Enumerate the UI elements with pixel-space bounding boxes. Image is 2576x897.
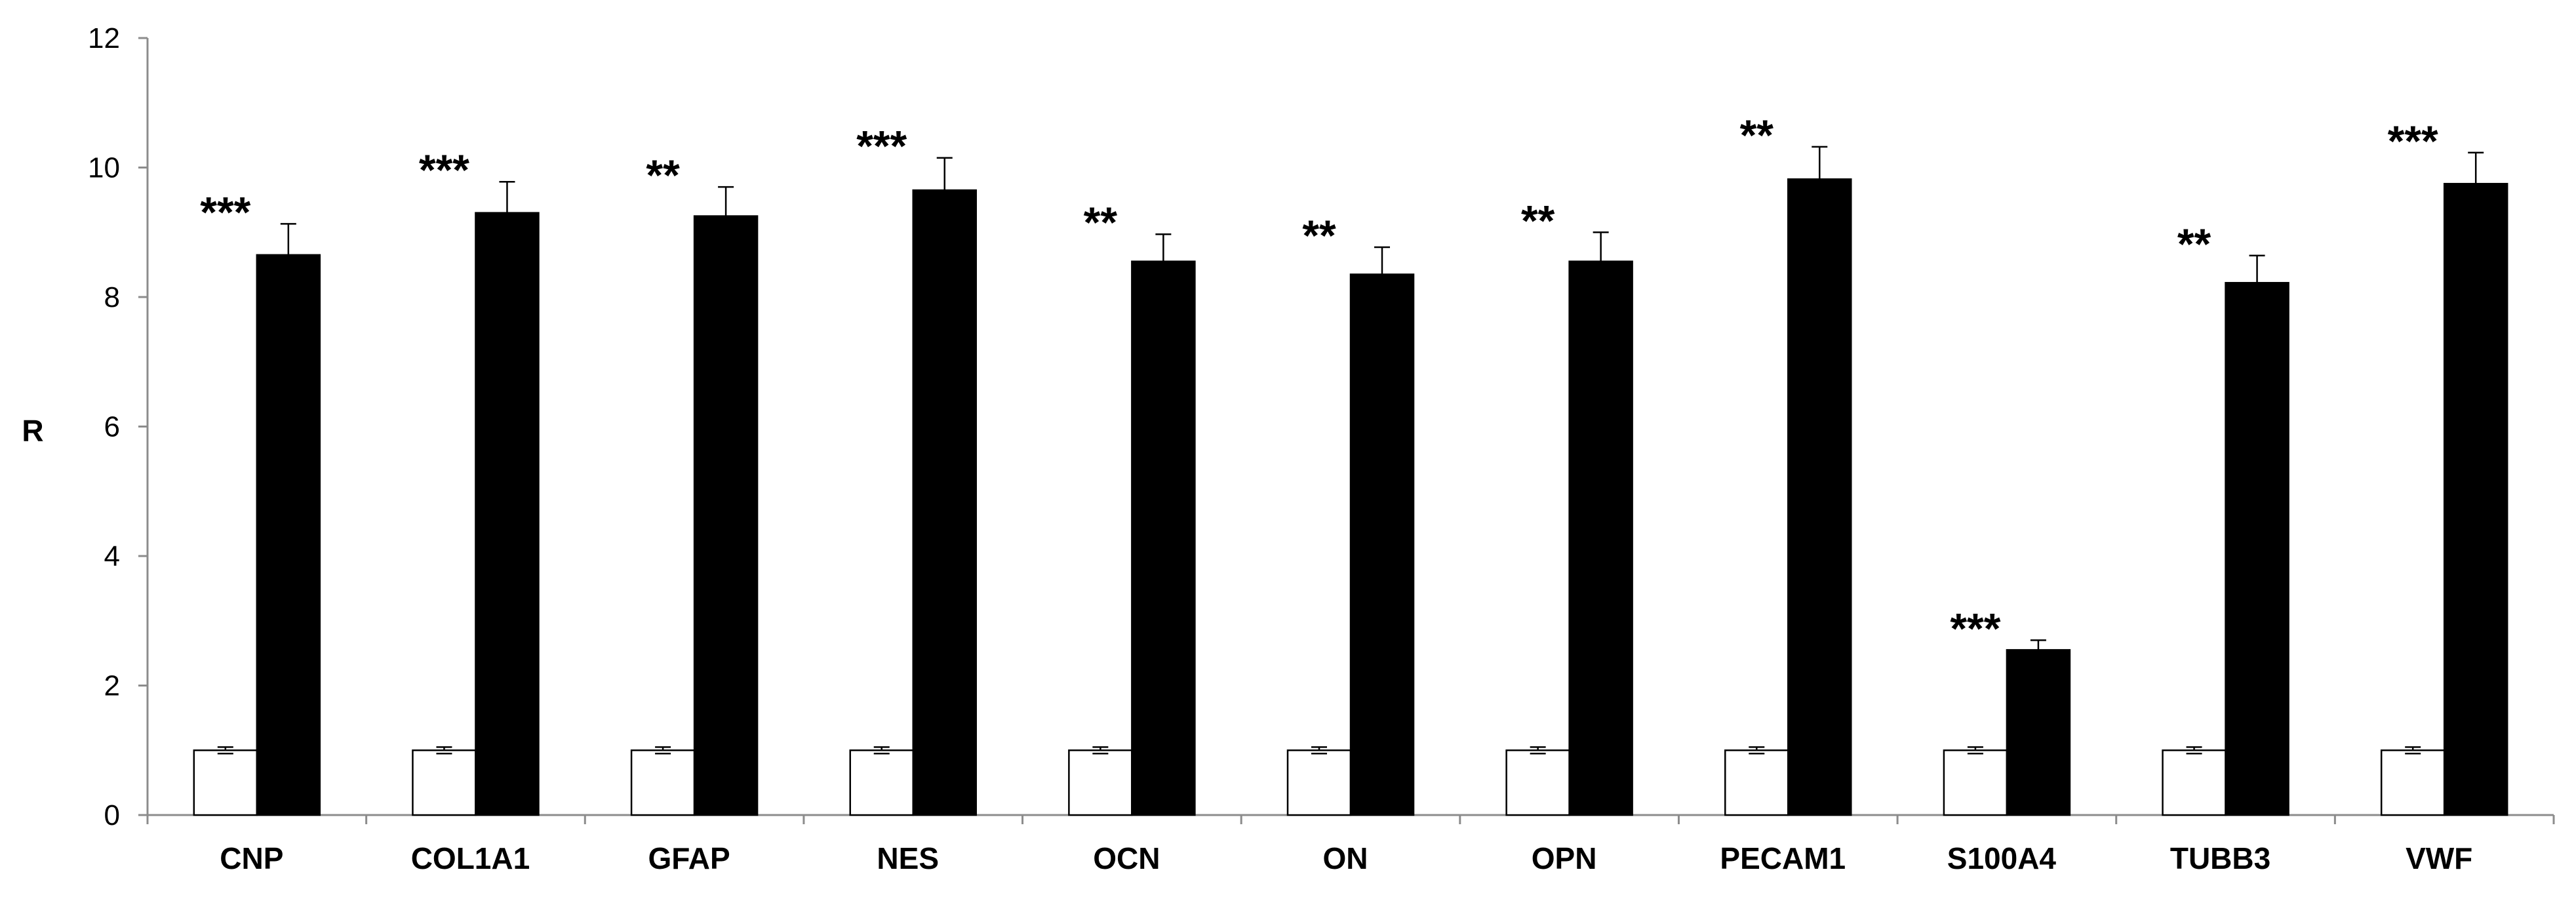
y-tick-label: 6 bbox=[104, 411, 120, 443]
y-tick-label: 12 bbox=[88, 22, 120, 54]
bar-control bbox=[630, 749, 696, 816]
bar-treated bbox=[2225, 282, 2289, 816]
bar-control bbox=[1286, 749, 1352, 816]
bars bbox=[193, 146, 2508, 816]
bar-treated bbox=[1568, 260, 1633, 816]
bar-treated bbox=[1787, 178, 1852, 816]
significance-label: ** bbox=[1521, 196, 1555, 245]
labels: 0 2 4 6 8 10 12 R *** CNP *** COL1A1 ** GFAP *** NES ** O… bbox=[22, 22, 2472, 875]
bar-treated bbox=[1349, 273, 1415, 816]
bar-treated bbox=[2006, 648, 2071, 816]
bar-treated bbox=[693, 215, 759, 816]
category-label: OCN bbox=[1093, 841, 1160, 875]
significance-label: *** bbox=[856, 122, 907, 170]
significance-label: *** bbox=[200, 188, 250, 236]
bar-treated bbox=[475, 212, 540, 816]
bar-control bbox=[1505, 749, 1570, 816]
bar-control bbox=[2380, 749, 2446, 816]
bar-control bbox=[412, 749, 477, 816]
category-label: S100A4 bbox=[1947, 841, 2057, 875]
bar-control bbox=[1724, 749, 1789, 816]
bar-treated bbox=[1131, 260, 1196, 816]
category-label: NES bbox=[877, 841, 939, 875]
significance-label: *** bbox=[419, 146, 469, 194]
bar-treated bbox=[912, 189, 977, 816]
y-tick-label: 8 bbox=[104, 281, 120, 313]
significance-label: *** bbox=[1950, 604, 2000, 652]
category-label: COL1A1 bbox=[411, 841, 530, 875]
category-label: GFAP bbox=[648, 841, 730, 875]
significance-label: ** bbox=[1302, 211, 1336, 260]
category-label: CNP bbox=[220, 841, 283, 875]
y-tick-label: 10 bbox=[88, 152, 120, 184]
bar-control bbox=[1068, 749, 1133, 816]
category-label: TUBB3 bbox=[2170, 841, 2270, 875]
category-label: VWF bbox=[2406, 841, 2472, 875]
bar-treated bbox=[256, 254, 321, 816]
y-tick-label: 0 bbox=[104, 799, 120, 831]
significance-label: *** bbox=[2388, 117, 2438, 165]
category-label: ON bbox=[1323, 841, 1368, 875]
category-label: OPN bbox=[1532, 841, 1597, 875]
significance-label: ** bbox=[2177, 220, 2211, 268]
y-axis-label: R bbox=[22, 414, 43, 448]
significance-label: ** bbox=[1740, 111, 1774, 159]
bar-treated bbox=[2443, 182, 2508, 816]
y-tick-label: 4 bbox=[104, 540, 120, 572]
significance-label: ** bbox=[646, 151, 680, 199]
bar-control bbox=[193, 749, 258, 816]
bar-control bbox=[2162, 749, 2227, 816]
significance-label: ** bbox=[1084, 198, 1118, 247]
category-label: PECAM1 bbox=[1720, 841, 1846, 875]
bar-control bbox=[849, 749, 914, 816]
bar-control bbox=[1943, 749, 2008, 816]
y-tick-label: 2 bbox=[104, 670, 120, 702]
